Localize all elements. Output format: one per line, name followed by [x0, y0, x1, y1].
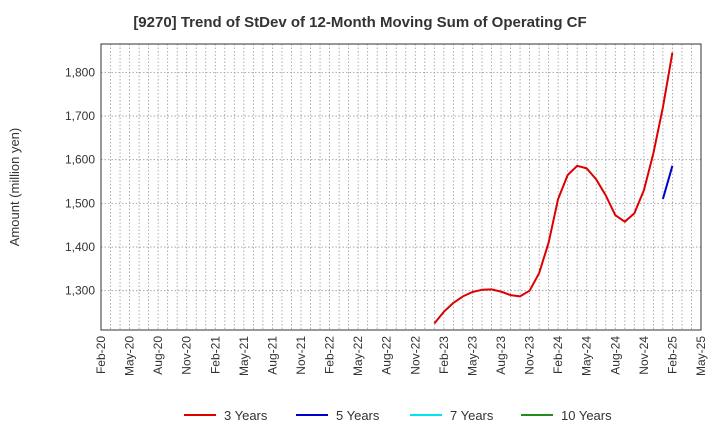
x-tick-label: May-24	[580, 336, 594, 376]
x-tick-label: Feb-25	[665, 336, 679, 374]
x-tick-label: Feb-22	[323, 336, 337, 374]
legend-label: 7 Years	[450, 408, 494, 423]
legend-label: 5 Years	[336, 408, 380, 423]
x-tick-label: Nov-22	[408, 336, 422, 375]
x-tick-label: May-20	[123, 336, 137, 376]
series-line-5-years	[661, 165, 674, 200]
legend-label: 3 Years	[224, 408, 268, 423]
x-tick-label: Feb-21	[208, 336, 222, 374]
x-tick-label: May-23	[465, 336, 479, 376]
x-tick-label: Nov-24	[637, 336, 651, 375]
y-tick-label: 1,400	[65, 240, 95, 254]
x-tick-label: May-22	[351, 336, 365, 376]
y-tick-label: 1,300	[65, 284, 95, 298]
y-tick-label: 1,700	[65, 109, 95, 123]
x-tick-label: Nov-21	[294, 336, 308, 375]
x-tick-label: May-21	[237, 336, 251, 376]
x-tick-label: Feb-20	[94, 336, 108, 374]
x-tick-label: May-25	[694, 336, 708, 376]
x-tick-label: Aug-22	[380, 336, 394, 375]
y-axis-label: Amount (million yen)	[7, 128, 22, 247]
y-tick-label: 1,500	[65, 196, 95, 210]
x-tick-label: Nov-23	[523, 336, 537, 375]
x-tick-label: Aug-21	[265, 336, 279, 375]
y-tick-label: 1,600	[65, 153, 95, 167]
plot-area-frame	[100, 43, 702, 331]
x-tick-label: Aug-20	[151, 336, 165, 375]
x-tick-label: Aug-23	[494, 336, 508, 375]
legend-label: 10 Years	[561, 408, 612, 423]
y-tick-label: 1,800	[65, 65, 95, 79]
x-tick-label: Feb-23	[437, 336, 451, 374]
chart-title: [9270] Trend of StDev of 12-Month Moving…	[133, 14, 587, 31]
x-tick-label: Aug-24	[608, 336, 622, 375]
x-tick-label: Nov-20	[180, 336, 194, 375]
series-line-3-years	[433, 52, 674, 325]
x-tick-label: Feb-24	[551, 336, 565, 374]
